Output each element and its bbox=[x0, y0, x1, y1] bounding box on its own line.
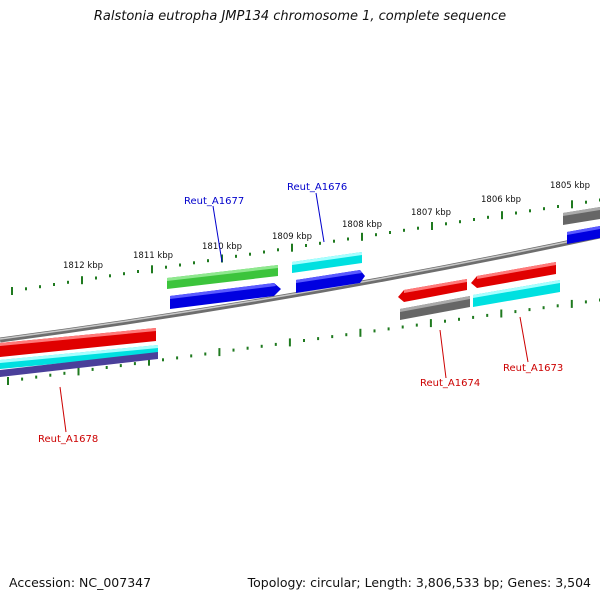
kbp-label: 1808 kbp bbox=[342, 220, 382, 230]
gene-label[interactable]: Reut_A1676 bbox=[287, 182, 347, 193]
leader-line bbox=[212, 205, 223, 263]
map-title: Ralstonia eutropha JMP134 chromosome 1, … bbox=[93, 9, 507, 24]
topology-summary: Topology: circular; Length: 3,806,533 bp… bbox=[247, 575, 591, 590]
chromosome-backbone bbox=[0, 233, 600, 343]
leader-line bbox=[59, 386, 67, 433]
kbp-label: 1805 kbp bbox=[550, 181, 590, 191]
leader-line bbox=[439, 329, 447, 379]
gene-label[interactable]: Reut_A1677 bbox=[184, 196, 244, 207]
kbp-label: 1806 kbp bbox=[481, 195, 521, 205]
gene-right-edge[interactable] bbox=[563, 207, 600, 244]
kbp-label: 1807 kbp bbox=[411, 208, 451, 218]
kbp-label: 1810 kbp bbox=[202, 242, 242, 252]
gene-reut-a1677[interactable] bbox=[167, 265, 281, 309]
gene-reut-a1673[interactable] bbox=[471, 262, 560, 307]
gene-reut-a1674[interactable] bbox=[398, 279, 470, 320]
kbp-label: 1809 kbp bbox=[272, 232, 312, 242]
gene-label[interactable]: Reut_A1678 bbox=[38, 434, 98, 445]
kbp-label: 1812 kbp bbox=[63, 261, 103, 271]
scale-ticks bbox=[7, 198, 600, 385]
leader-line bbox=[315, 192, 325, 243]
leader-line bbox=[519, 316, 529, 363]
gene-label[interactable]: Reut_A1674 bbox=[420, 378, 480, 389]
gene-reut-a1678[interactable] bbox=[0, 328, 158, 377]
kbp-label: 1811 kbp bbox=[133, 251, 173, 261]
gene-reut-a1676[interactable] bbox=[292, 252, 365, 293]
gene-label[interactable]: Reut_A1673 bbox=[503, 363, 563, 374]
accession-text: Accession: NC_007347 bbox=[9, 575, 152, 590]
